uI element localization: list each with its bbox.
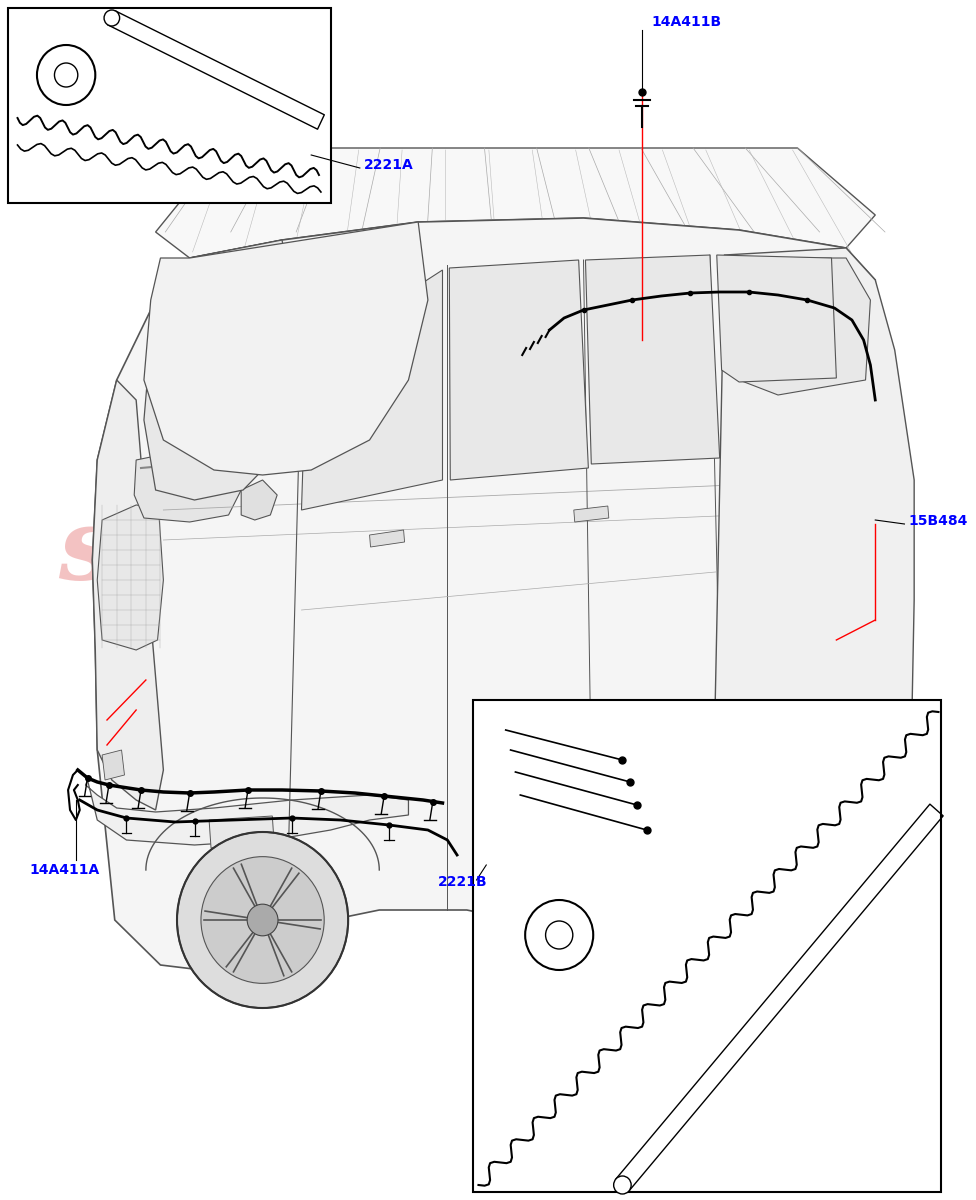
Polygon shape <box>135 448 241 522</box>
Polygon shape <box>263 395 343 434</box>
FancyBboxPatch shape <box>690 420 719 450</box>
FancyBboxPatch shape <box>603 570 632 600</box>
FancyBboxPatch shape <box>690 570 719 600</box>
Circle shape <box>668 832 800 968</box>
FancyBboxPatch shape <box>749 480 778 510</box>
Polygon shape <box>710 248 915 955</box>
Polygon shape <box>93 218 915 974</box>
Text: 2221B: 2221B <box>437 875 487 889</box>
FancyBboxPatch shape <box>719 450 749 480</box>
Text: 14A411B: 14A411B <box>652 14 721 29</box>
Text: 14A411A: 14A411A <box>29 863 100 877</box>
FancyBboxPatch shape <box>632 480 662 510</box>
Polygon shape <box>98 505 163 650</box>
Text: scuderia: scuderia <box>59 504 537 600</box>
FancyBboxPatch shape <box>632 570 662 600</box>
FancyBboxPatch shape <box>632 420 662 450</box>
Circle shape <box>247 904 278 936</box>
FancyBboxPatch shape <box>690 510 719 540</box>
FancyBboxPatch shape <box>690 540 719 570</box>
FancyBboxPatch shape <box>662 420 690 450</box>
Polygon shape <box>155 148 875 258</box>
Polygon shape <box>143 222 427 475</box>
Text: 15B484: 15B484 <box>909 514 968 528</box>
FancyBboxPatch shape <box>719 510 749 540</box>
FancyBboxPatch shape <box>690 480 719 510</box>
FancyBboxPatch shape <box>719 420 749 450</box>
FancyBboxPatch shape <box>8 8 331 203</box>
Text: a r p a r t s: a r p a r t s <box>98 606 342 649</box>
FancyBboxPatch shape <box>632 540 662 570</box>
FancyBboxPatch shape <box>472 700 942 1192</box>
Circle shape <box>642 805 827 995</box>
FancyBboxPatch shape <box>749 510 778 540</box>
Polygon shape <box>102 750 125 780</box>
Polygon shape <box>302 270 442 510</box>
FancyBboxPatch shape <box>749 540 778 570</box>
FancyBboxPatch shape <box>662 480 690 510</box>
FancyBboxPatch shape <box>603 450 632 480</box>
FancyBboxPatch shape <box>662 540 690 570</box>
FancyBboxPatch shape <box>662 510 690 540</box>
FancyBboxPatch shape <box>719 540 749 570</box>
FancyBboxPatch shape <box>603 540 632 570</box>
FancyBboxPatch shape <box>603 420 632 450</box>
Polygon shape <box>716 254 836 382</box>
FancyBboxPatch shape <box>749 570 778 600</box>
FancyBboxPatch shape <box>662 570 690 600</box>
Circle shape <box>717 883 751 917</box>
Polygon shape <box>209 816 274 848</box>
FancyBboxPatch shape <box>603 480 632 510</box>
Text: 2221A: 2221A <box>364 158 414 172</box>
Polygon shape <box>739 258 871 395</box>
FancyBboxPatch shape <box>719 480 749 510</box>
Polygon shape <box>93 380 163 810</box>
FancyBboxPatch shape <box>749 420 778 450</box>
Polygon shape <box>574 506 609 522</box>
Polygon shape <box>241 480 277 520</box>
Circle shape <box>104 10 120 26</box>
FancyBboxPatch shape <box>632 450 662 480</box>
Circle shape <box>177 832 348 1008</box>
Polygon shape <box>586 254 719 464</box>
Circle shape <box>201 857 324 983</box>
FancyBboxPatch shape <box>719 570 749 600</box>
Polygon shape <box>86 780 409 845</box>
Polygon shape <box>272 346 355 400</box>
FancyBboxPatch shape <box>603 510 632 540</box>
FancyBboxPatch shape <box>632 510 662 540</box>
Circle shape <box>614 1176 631 1194</box>
Polygon shape <box>449 260 589 480</box>
FancyBboxPatch shape <box>0 0 950 1200</box>
Polygon shape <box>370 530 405 547</box>
Polygon shape <box>143 240 302 500</box>
FancyBboxPatch shape <box>690 450 719 480</box>
FancyBboxPatch shape <box>662 450 690 480</box>
FancyBboxPatch shape <box>749 450 778 480</box>
